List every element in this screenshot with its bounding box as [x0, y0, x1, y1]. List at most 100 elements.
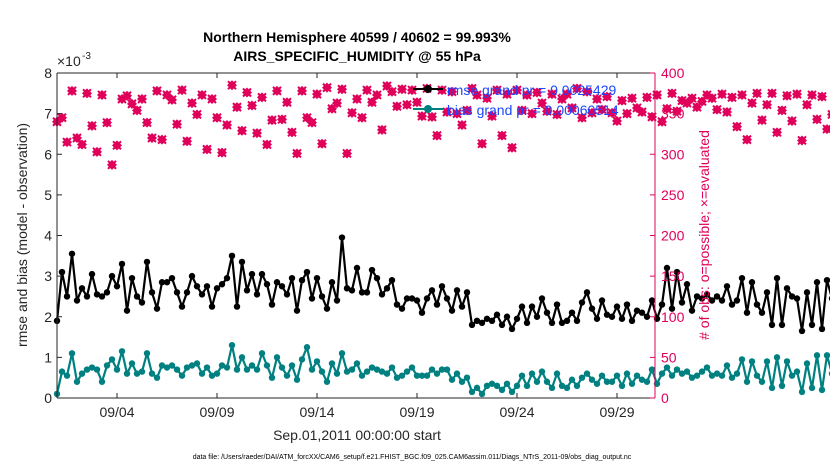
- rmse-point: [648, 297, 656, 304]
- bias-point: [713, 370, 721, 377]
- bias-point: [673, 366, 681, 373]
- y-tick-left-label: 3: [44, 268, 52, 284]
- series-layer: [52, 80, 830, 398]
- rmse-point: [173, 289, 181, 296]
- bias-point: [398, 372, 406, 379]
- obs-evaluated-marker: [307, 117, 317, 128]
- bias-point: [58, 368, 66, 375]
- bias-point: [733, 370, 741, 377]
- rmse-point: [433, 301, 441, 308]
- rmse-point: [808, 321, 816, 329]
- rmse-point: [238, 258, 246, 266]
- obs-evaluated-marker: [322, 82, 332, 93]
- obs-evaluated-marker: [597, 104, 607, 115]
- bias-point: [243, 366, 251, 373]
- rmse-point: [338, 234, 346, 241]
- obs-evaluated-marker: [87, 121, 97, 131]
- bias-point: [558, 382, 566, 390]
- obs-evaluated-marker: [247, 100, 257, 111]
- obs-evaluated-marker: [617, 95, 627, 106]
- obs-evaluated-marker: [342, 148, 352, 159]
- bias-point: [598, 372, 606, 379]
- obs-evaluated-marker: [612, 116, 622, 126]
- plot-area: [57, 73, 655, 398]
- rmse-point: [673, 268, 681, 276]
- obs-evaluated-marker: [547, 89, 557, 99]
- bias-point: [328, 360, 336, 367]
- bias-point: [448, 376, 456, 383]
- obs-evaluated-marker: [667, 88, 677, 99]
- rmse-point: [398, 305, 406, 312]
- rmse-point: [93, 291, 101, 298]
- y-tick-right-label: 400: [661, 65, 685, 81]
- rmse-point: [378, 291, 386, 298]
- rmse-point: [353, 264, 361, 272]
- rmse-point: [678, 299, 686, 306]
- obs-evaluated-marker: [672, 106, 682, 116]
- bias-point: [378, 368, 386, 375]
- bias-point: [88, 364, 96, 371]
- bias-point: [333, 370, 341, 377]
- bias-point: [363, 368, 371, 375]
- obs-evaluated-marker: [652, 90, 662, 100]
- rmse-point: [268, 301, 276, 308]
- obs-evaluated-marker: [102, 117, 112, 128]
- obs-evaluated-marker: [297, 86, 307, 96]
- obs-evaluated-marker: [127, 99, 137, 109]
- obs-evaluated-marker: [817, 91, 827, 102]
- bias-point: [433, 370, 441, 377]
- bias-point: [258, 350, 266, 357]
- obs-evaluated-marker: [227, 80, 237, 90]
- obs-evaluated-marker: [172, 119, 182, 129]
- obs-evaluated-marker: [192, 109, 202, 120]
- rmse-point: [78, 285, 86, 292]
- obs-evaluated-marker: [637, 107, 647, 117]
- rmse-point: [328, 279, 336, 286]
- bias-point: [788, 372, 796, 379]
- bias-point: [543, 378, 551, 385]
- obs-evaluated-marker: [312, 89, 322, 99]
- rmse-point: [583, 289, 591, 296]
- bias-point: [198, 370, 206, 377]
- bias-point: [238, 354, 246, 361]
- bias-point: [688, 374, 696, 381]
- obs-evaluated-marker: [232, 102, 242, 112]
- obs-evaluated-marker: [642, 92, 652, 103]
- obs-evaluated-marker: [177, 85, 187, 95]
- bias-point: [758, 378, 766, 385]
- rmse-point: [263, 281, 271, 288]
- rmse-point: [228, 252, 236, 260]
- rmse-point: [403, 295, 411, 302]
- obs-evaluated-marker: [572, 83, 582, 94]
- bias-point: [773, 354, 781, 361]
- rmse-point: [193, 283, 201, 290]
- bias-point: [183, 364, 191, 371]
- obs-evaluated-marker: [747, 98, 757, 108]
- rmse-point: [343, 285, 351, 292]
- obs-evaluated-marker: [587, 108, 597, 118]
- rmse-point: [118, 260, 126, 268]
- obs-evaluated-marker: [582, 86, 592, 97]
- obs-evaluated-marker: [707, 93, 717, 103]
- bias-point: [588, 376, 596, 383]
- bias-point: [708, 372, 716, 379]
- rmse-point: [623, 301, 631, 308]
- rmse-point: [178, 303, 186, 310]
- legend-bias-marker: [424, 105, 432, 113]
- rmse-point: [448, 307, 456, 314]
- rmse-point: [198, 291, 206, 298]
- obs-evaluated-marker: [72, 133, 82, 143]
- bias-point: [563, 384, 571, 392]
- obs-evaluated-marker: [782, 91, 792, 101]
- rmse-point: [148, 289, 156, 296]
- obs-evaluated-marker: [237, 125, 247, 136]
- x-tick-label: 09/09: [199, 404, 234, 420]
- rmse-point: [708, 297, 716, 304]
- obs-evaluated-marker: [132, 105, 142, 116]
- rmse-point: [163, 279, 171, 286]
- bias-point: [143, 350, 151, 357]
- y-axis-right-label: # of obs: o=possible; ×=evaluated: [696, 130, 712, 340]
- bias-point: [693, 372, 701, 379]
- obs-evaluated-marker: [542, 106, 552, 116]
